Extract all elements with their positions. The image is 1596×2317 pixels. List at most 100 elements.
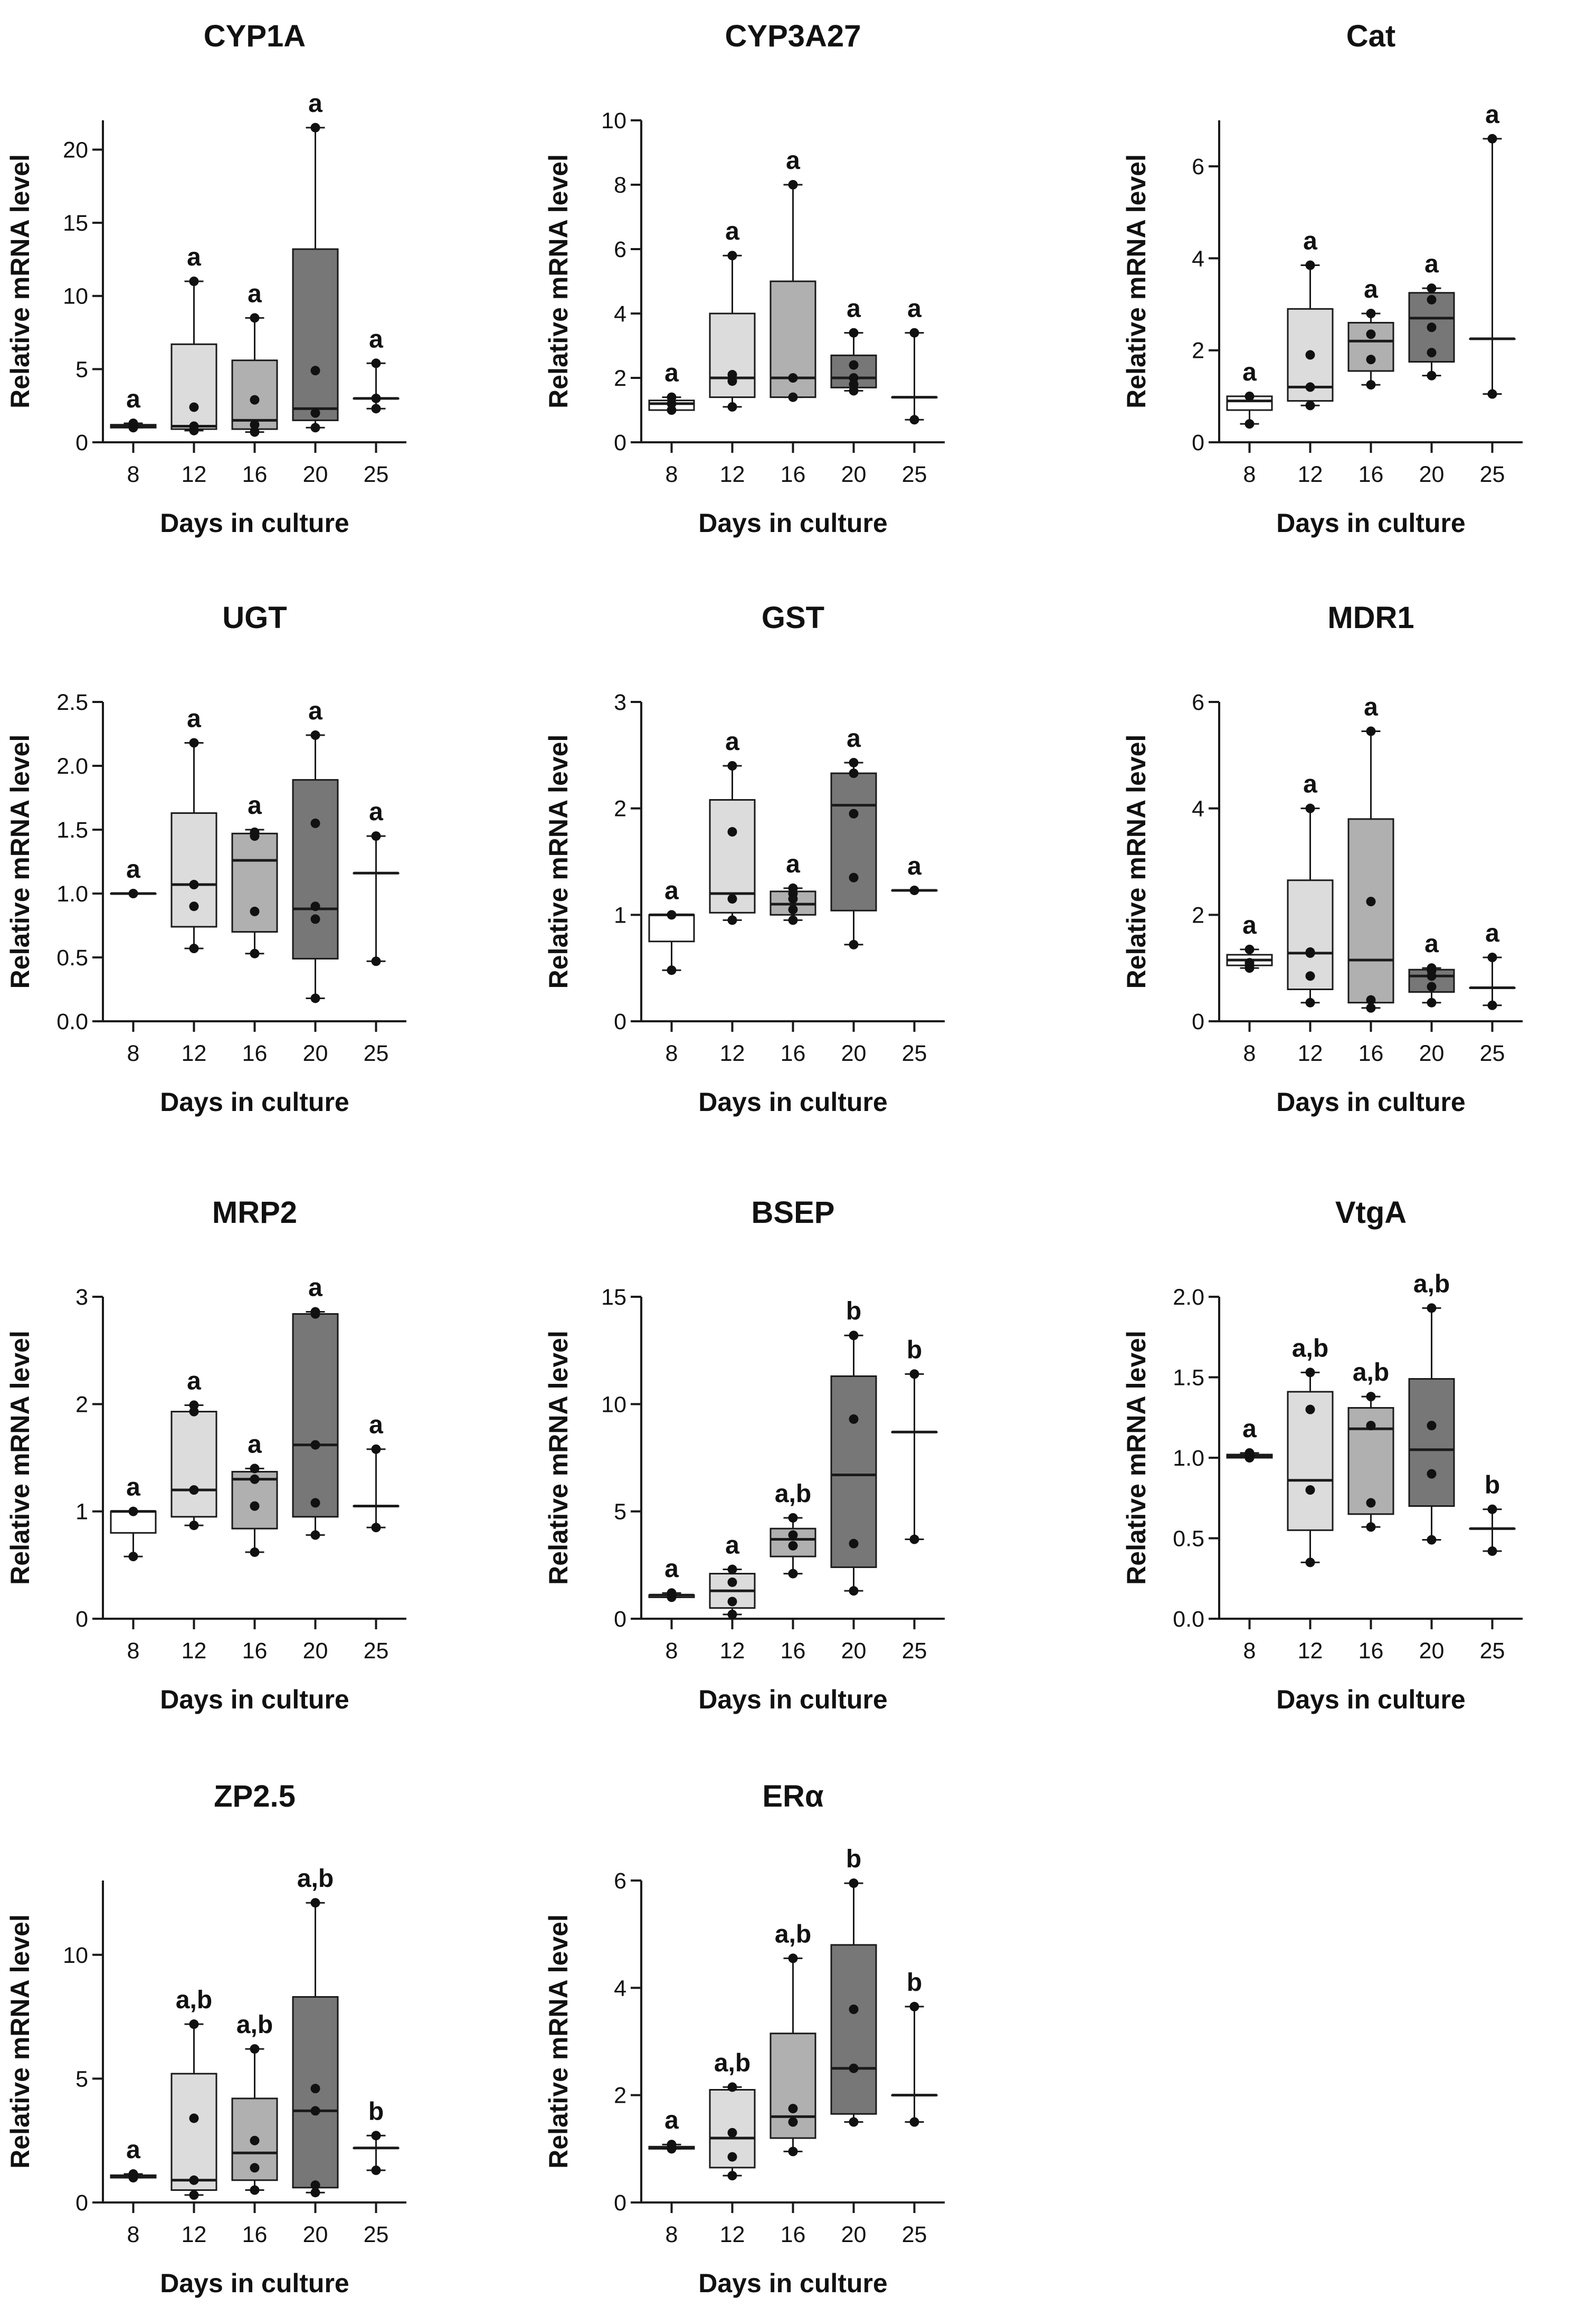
- panel-1: CYP3A27 Relative mRNA level Days in cultur…: [544, 19, 945, 538]
- data-point: [1244, 944, 1255, 954]
- x-tick-label: 16: [1358, 1638, 1384, 1664]
- x-tick-label: 20: [303, 462, 328, 487]
- data-point: [909, 2117, 919, 2127]
- y-tick-label: 15: [63, 211, 88, 236]
- data-point: [371, 2166, 381, 2175]
- box-day-16: a: [231, 1430, 278, 1557]
- y-tick-label: 6: [1192, 690, 1204, 715]
- significance-letter: a: [126, 856, 140, 884]
- panel-title: GST: [762, 601, 824, 635]
- significance-letter: a: [1303, 771, 1317, 799]
- box-day-12: a,b: [170, 1986, 217, 2200]
- data-point: [310, 2188, 320, 2198]
- box-day-20: b: [830, 1297, 877, 1596]
- y-tick-label: 2: [614, 2083, 626, 2109]
- x-axis-label: Days in culture: [160, 1087, 349, 1117]
- box-day-8: a: [110, 2136, 157, 2183]
- y-tick-label: 10: [63, 1943, 88, 1968]
- x-tick-label: 8: [666, 2222, 678, 2247]
- data-point: [788, 1541, 798, 1551]
- significance-letter: a: [1485, 919, 1499, 947]
- significance-letter: b: [907, 1336, 922, 1364]
- x-tick-label: 20: [841, 462, 867, 487]
- data-point: [1487, 1000, 1497, 1010]
- box-day-12: a: [1287, 771, 1334, 1008]
- x-tick-label: 8: [1243, 1041, 1256, 1066]
- significance-letter: a: [187, 243, 201, 271]
- significance-letter: b: [1485, 1471, 1500, 1499]
- y-tick-label: 0.5: [1173, 1526, 1204, 1552]
- data-point: [909, 1534, 919, 1544]
- data-point: [371, 1444, 381, 1454]
- data-point: [1305, 260, 1315, 270]
- x-tick-label: 25: [1480, 462, 1505, 487]
- data-point: [727, 1577, 737, 1587]
- data-point: [189, 880, 199, 890]
- data-point: [849, 1414, 859, 1424]
- box-iqr: [1287, 879, 1334, 990]
- box-day-16: a: [1347, 693, 1394, 1013]
- data-point: [371, 831, 381, 841]
- data-point: [1244, 1448, 1255, 1458]
- x-axis-label: Days in culture: [160, 508, 349, 538]
- y-tick-label: 2: [75, 1392, 88, 1417]
- box-day-8: a: [1226, 358, 1273, 429]
- box-day-20: a: [830, 725, 877, 949]
- x-tick-label: 25: [902, 1638, 927, 1664]
- data-point: [788, 180, 798, 189]
- panel-title: ERα: [762, 1779, 824, 1813]
- box-day-8: a: [648, 877, 695, 975]
- y-axis-label: Relative mRNA level: [5, 154, 35, 409]
- x-tick-label: 16: [781, 2222, 806, 2247]
- significance-letter: a,b: [176, 1986, 212, 2014]
- x-tick-label: 25: [364, 1041, 389, 1066]
- significance-letter: a: [725, 217, 739, 245]
- x-tick-label: 8: [127, 2222, 140, 2247]
- box-day-12: a: [170, 705, 217, 954]
- data-point: [788, 2117, 798, 2127]
- significance-letter: b: [907, 1969, 922, 1997]
- box-day-20: a,b: [1408, 1270, 1455, 1545]
- data-point: [727, 2152, 737, 2162]
- panel-title: MDR1: [1327, 601, 1414, 635]
- data-point: [128, 889, 138, 898]
- data-point: [849, 809, 859, 819]
- box-day-16: a: [231, 792, 278, 958]
- data-point: [1366, 897, 1376, 907]
- box-day-12: a: [1287, 227, 1334, 411]
- data-point: [727, 2171, 737, 2181]
- y-tick-label: 10: [601, 108, 626, 134]
- data-point: [788, 915, 798, 925]
- panel-title: Cat: [1346, 19, 1395, 53]
- x-tick-label: 25: [902, 1041, 927, 1066]
- data-point: [1305, 1558, 1315, 1568]
- box-day-20: a: [292, 90, 339, 433]
- significance-letter: a: [786, 850, 800, 878]
- y-tick-label: 4: [614, 301, 626, 327]
- y-tick-label: 1: [75, 1499, 88, 1525]
- y-tick-label: 6: [614, 1868, 626, 1894]
- box-day-8: a: [110, 856, 157, 898]
- data-point: [1366, 726, 1376, 736]
- y-tick-label: 4: [1192, 246, 1204, 271]
- data-point: [189, 901, 199, 911]
- data-point: [189, 944, 199, 954]
- significance-letter: a: [126, 1474, 140, 1502]
- x-tick-label: 25: [364, 2222, 389, 2247]
- data-point: [371, 1523, 381, 1533]
- significance-letter: a,b: [1413, 1270, 1450, 1298]
- box-day-20: a: [292, 697, 339, 1003]
- significance-letter: a: [664, 877, 679, 905]
- data-point: [250, 420, 260, 430]
- x-tick-label: 25: [364, 1638, 389, 1664]
- y-tick-label: 0: [75, 430, 88, 455]
- x-tick-label: 25: [364, 462, 389, 487]
- data-point: [727, 1597, 737, 1607]
- data-point: [788, 1953, 798, 1963]
- panel-3: UGT Relative mRNA level Days in culture 0.0…: [5, 601, 406, 1117]
- x-tick-label: 20: [303, 2222, 328, 2247]
- data-point: [250, 906, 260, 916]
- x-tick-label: 20: [841, 1638, 867, 1664]
- significance-letter: a: [308, 697, 322, 725]
